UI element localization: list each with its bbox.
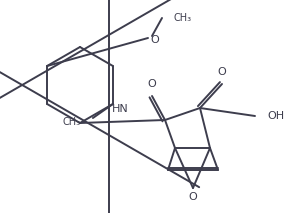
Text: O: O (218, 67, 226, 77)
Text: O: O (150, 35, 159, 45)
Text: HN: HN (112, 104, 129, 114)
Text: CH₃: CH₃ (174, 13, 192, 23)
Text: O: O (148, 79, 156, 89)
Text: OH: OH (267, 111, 284, 121)
Text: CH₃: CH₃ (63, 117, 81, 127)
Text: O: O (189, 192, 197, 202)
